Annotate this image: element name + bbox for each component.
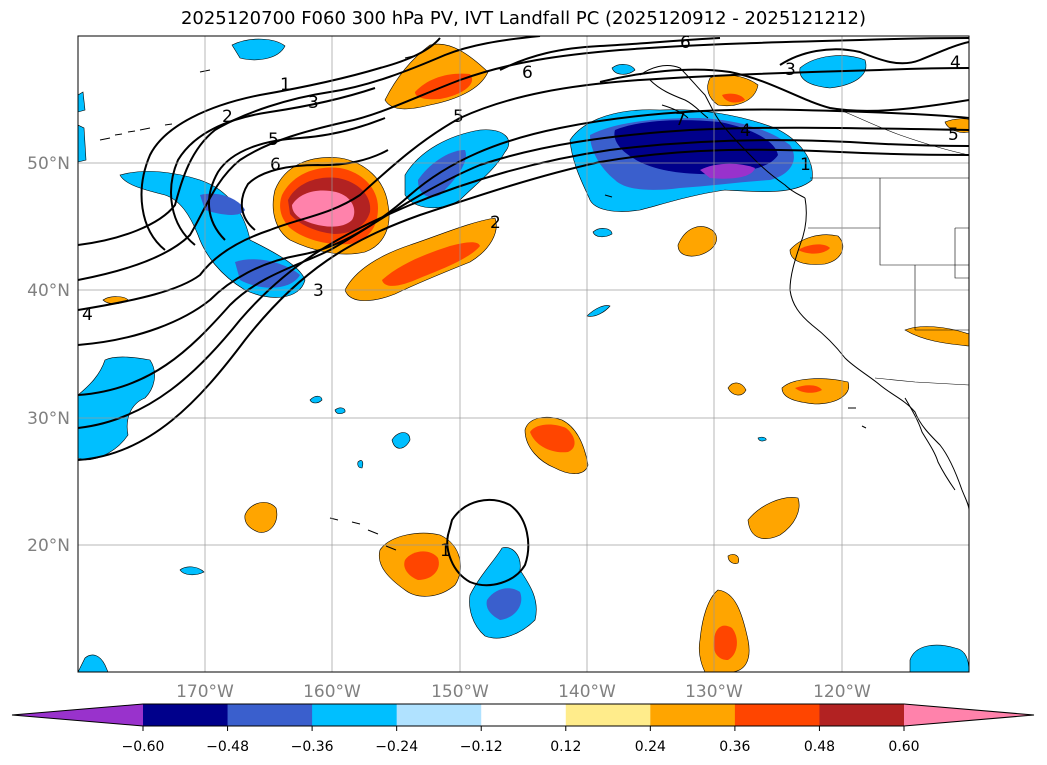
lon-label-140w: 140°W: [558, 682, 616, 702]
pv-contours: [78, 36, 969, 587]
contour-label-1b: 1: [800, 155, 811, 175]
colorbar-segment: [312, 704, 398, 726]
colorbar: −0.60 −0.48 −0.36 −0.24 −0.12 0.12 0.24 0.36 0.4…: [11, 703, 1035, 755]
lon-label-160w: 160°W: [303, 682, 361, 702]
map-content: 1 2 3 5 6 5 3 2 4 6 6 7 4 1 3 4 5 1: [78, 33, 969, 672]
colorbar-segment: [227, 704, 313, 726]
colorbar-segment: [396, 704, 482, 726]
colorbar-tick-label: −0.24: [375, 739, 418, 755]
colorbar-tick-label: 0.60: [888, 739, 919, 755]
colorbar-extend-high: [904, 704, 1034, 726]
lat-label-20n: 20°N: [27, 536, 70, 556]
colorbar-tick-label: −0.60: [122, 739, 165, 755]
colorbar-tick-label: 0.24: [635, 739, 666, 755]
positive-pv-anomaly-shading: [102, 43, 969, 672]
contour-label-4c: 4: [950, 53, 961, 73]
lat-label-40n: 40°N: [27, 281, 70, 301]
political-borders: [808, 109, 969, 386]
contour-label-1c: 1: [440, 541, 451, 561]
colorbar-tick-label: −0.48: [206, 739, 249, 755]
lon-label-150w: 150°W: [431, 682, 489, 702]
map-title: 2025120700 F060 300 hPa PV, IVT Landfall…: [180, 8, 867, 29]
lat-label-50n: 50°N: [27, 154, 70, 174]
lat-label-30n: 30°N: [27, 409, 70, 429]
contour-label-1: 1: [280, 75, 291, 95]
contour-label-4b: 4: [740, 121, 751, 141]
colorbar-segment: [481, 704, 567, 726]
contour-label-6: 6: [270, 155, 281, 175]
colorbar-segment: [650, 704, 736, 726]
lon-label-130w: 130°W: [685, 682, 743, 702]
contour-label-6b: 6: [522, 63, 533, 83]
pv-contour-labels: 1 2 3 5 6 5 3 2 4 6 6 7 4 1 3 4 5 1: [82, 33, 961, 561]
contour-label-5: 5: [268, 130, 279, 150]
contour-label-3: 3: [308, 93, 319, 113]
colorbar-tick-label: 0.48: [804, 739, 835, 755]
contour-label-6c: 6: [680, 33, 691, 53]
colorbar-tick-label: 0.12: [550, 739, 581, 755]
gridlines: [78, 36, 969, 672]
colorbar-segment: [143, 704, 229, 726]
longitude-labels: 170°W 160°W 150°W 140°W 130°W 120°W: [176, 682, 871, 702]
contour-label-2: 2: [222, 107, 233, 127]
contour-label-7: 7: [675, 110, 686, 130]
colorbar-segment: [565, 704, 651, 726]
lon-label-120w: 120°W: [813, 682, 871, 702]
coastlines: [99, 54, 969, 551]
contour-label-3b: 3: [313, 281, 324, 301]
colorbar-tick-label: 0.36: [719, 739, 750, 755]
colorbar-segment: [819, 704, 905, 726]
contour-label-2b: 2: [490, 213, 501, 233]
contour-label-3c: 3: [785, 60, 796, 80]
colorbar-segment: [734, 704, 820, 726]
colorbar-tick-label: −0.36: [291, 739, 334, 755]
contour-label-5b: 5: [453, 107, 464, 127]
colorbar-extend-low: [12, 704, 143, 726]
colorbar-tick-label: −0.12: [460, 739, 503, 755]
lon-label-170w: 170°W: [176, 682, 234, 702]
map-frame: [77, 35, 970, 673]
contour-label-5c: 5: [948, 125, 959, 145]
contour-label-4: 4: [82, 305, 93, 325]
latitude-labels: 50°N 40°N 30°N 20°N: [27, 154, 70, 556]
